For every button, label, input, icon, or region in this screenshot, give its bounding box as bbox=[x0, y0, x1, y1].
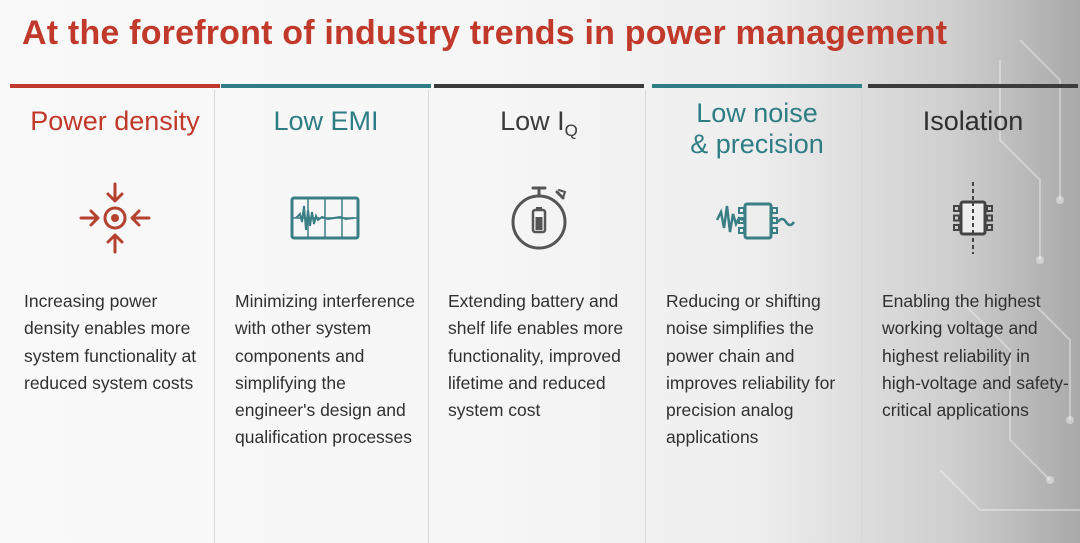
column-isolation: Isolation Enabling the highest working v… bbox=[868, 84, 1078, 543]
column-accent-bar bbox=[652, 84, 862, 88]
heading-main: Low I bbox=[500, 106, 565, 136]
column-accent-bar bbox=[434, 84, 644, 88]
isolated-chip-icon bbox=[953, 182, 993, 254]
column-accent-bar bbox=[10, 84, 220, 88]
column-heading: Isolation bbox=[922, 106, 1024, 136]
column-divider bbox=[645, 90, 646, 543]
column-accent-bar bbox=[868, 84, 1078, 88]
column-heading: Low noise & precision bbox=[652, 98, 862, 160]
column-power-density: Power density Increasing power density e… bbox=[10, 84, 220, 543]
column-heading: Low EMI bbox=[273, 106, 379, 136]
column-description: Minimizing interference with other syste… bbox=[235, 291, 415, 448]
converging-arrows-icon bbox=[79, 182, 151, 254]
column-heading: Power density bbox=[30, 106, 200, 136]
column-low-noise-precision: Low noise & precision Reducing or shifti… bbox=[652, 84, 862, 543]
column-low-iq: Low IQ Extending battery and shelf life … bbox=[434, 84, 644, 543]
column-divider bbox=[428, 90, 429, 543]
column-description: Increasing power density enables more sy… bbox=[24, 291, 197, 393]
column-description: Extending battery and shelf life enables… bbox=[448, 291, 624, 421]
oscilloscope-waveform-icon bbox=[290, 196, 360, 240]
column-divider bbox=[861, 90, 862, 543]
column-low-emi: Low EMI Minimizing interference with oth… bbox=[221, 84, 431, 543]
column-description: Enabling the highest working voltage and… bbox=[882, 291, 1069, 421]
stopwatch-battery-icon bbox=[511, 186, 567, 250]
page-title: At the forefront of industry trends in p… bbox=[22, 14, 948, 52]
heading-line-2: & precision bbox=[690, 129, 824, 159]
heading-subscript: Q bbox=[564, 121, 578, 140]
column-accent-bar bbox=[221, 84, 431, 88]
column-divider bbox=[214, 90, 215, 543]
column-description: Reducing or shifting noise simplifies th… bbox=[666, 291, 836, 448]
column-heading: Low IQ bbox=[434, 106, 644, 146]
heading-line-1: Low noise bbox=[696, 98, 818, 128]
noise-chip-icon bbox=[715, 202, 796, 240]
